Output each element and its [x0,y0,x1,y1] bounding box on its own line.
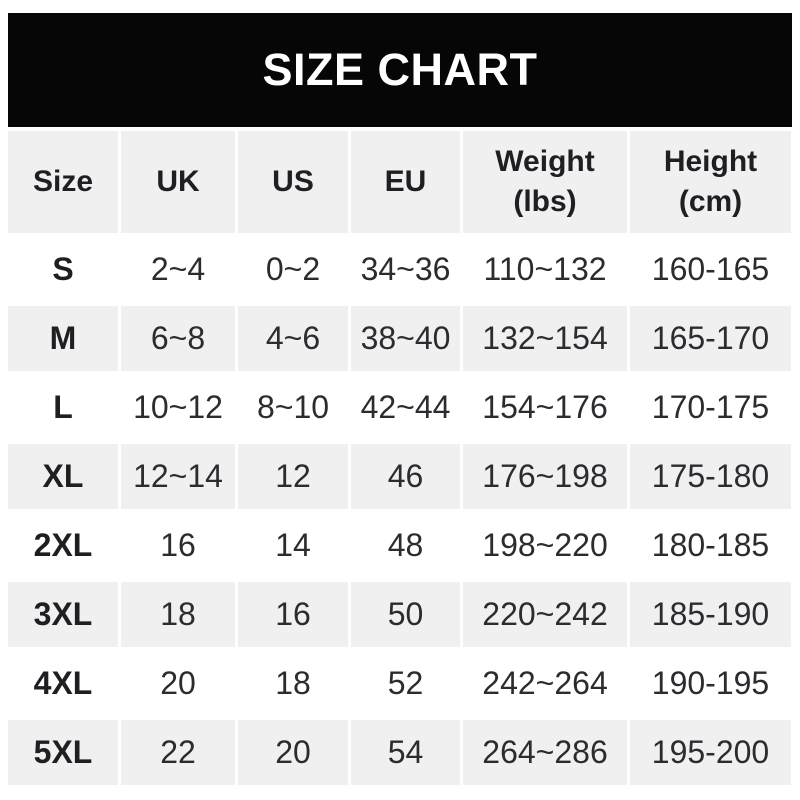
cell-m-us: 4~6 [238,306,348,371]
cell-l-us: 8~10 [238,375,348,440]
cell-3xl-eu: 50 [351,582,460,647]
cell-2xl-weight: 198~220 [463,513,627,578]
header-cell-height: Height (cm) [630,131,791,233]
cell-5xl-height: 195-200 [630,720,791,785]
cell-4xl-eu: 52 [351,651,460,716]
cell-4xl-weight: 242~264 [463,651,627,716]
cell-m-height: 165-170 [630,306,791,371]
cell-xl-size: XL [8,444,118,509]
size-chart-table: Size UK US EU Weight (lbs) Height (cm) S 2… [8,131,792,785]
cell-l-eu: 42~44 [351,375,460,440]
cell-3xl-height: 185-190 [630,582,791,647]
header-cell-size: Size [8,131,118,233]
cell-xl-us: 12 [238,444,348,509]
cell-m-eu: 38~40 [351,306,460,371]
cell-m-weight: 132~154 [463,306,627,371]
cell-l-weight: 154~176 [463,375,627,440]
cell-xl-weight: 176~198 [463,444,627,509]
cell-5xl-eu: 54 [351,720,460,785]
cell-s-weight: 110~132 [463,237,627,302]
cell-l-height: 170-175 [630,375,791,440]
cell-4xl-uk: 20 [121,651,235,716]
cell-5xl-us: 20 [238,720,348,785]
cell-5xl-uk: 22 [121,720,235,785]
cell-4xl-size: 4XL [8,651,118,716]
cell-3xl-weight: 220~242 [463,582,627,647]
cell-s-size: S [8,237,118,302]
cell-4xl-height: 190-195 [630,651,791,716]
cell-l-size: L [8,375,118,440]
cell-xl-uk: 12~14 [121,444,235,509]
header-cell-us: US [238,131,348,233]
title-bar: SIZE CHART [8,13,792,127]
cell-5xl-size: 5XL [8,720,118,785]
header-cell-eu: EU [351,131,460,233]
cell-3xl-us: 16 [238,582,348,647]
cell-s-uk: 2~4 [121,237,235,302]
cell-xl-eu: 46 [351,444,460,509]
cell-5xl-weight: 264~286 [463,720,627,785]
page-title: SIZE CHART [262,44,538,95]
cell-2xl-height: 180-185 [630,513,791,578]
cell-3xl-size: 3XL [8,582,118,647]
cell-l-uk: 10~12 [121,375,235,440]
cell-m-size: M [8,306,118,371]
cell-2xl-us: 14 [238,513,348,578]
cell-s-height: 160-165 [630,237,791,302]
cell-3xl-uk: 18 [121,582,235,647]
cell-4xl-us: 18 [238,651,348,716]
header-cell-weight: Weight (lbs) [463,131,627,233]
cell-xl-height: 175-180 [630,444,791,509]
cell-m-uk: 6~8 [121,306,235,371]
header-cell-uk: UK [121,131,235,233]
cell-2xl-size: 2XL [8,513,118,578]
cell-2xl-eu: 48 [351,513,460,578]
cell-s-us: 0~2 [238,237,348,302]
cell-2xl-uk: 16 [121,513,235,578]
cell-s-eu: 34~36 [351,237,460,302]
